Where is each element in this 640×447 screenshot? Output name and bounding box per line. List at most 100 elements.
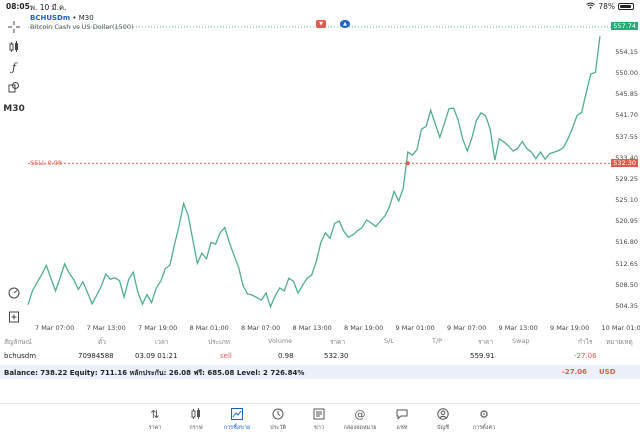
price-tick-label: 504.35 (615, 302, 638, 310)
news-icon (299, 408, 339, 422)
nav-charts[interactable]: กราฟ (176, 408, 216, 432)
nav-trade[interactable]: การซื้อขาย (217, 408, 257, 432)
sell-position-label: SELL 0.98 (30, 159, 63, 168)
price-tick-label: 537.55 (615, 132, 638, 141)
chat-icon (382, 408, 422, 422)
row-ticket: 70984588 (78, 352, 114, 360)
header-ticket: ตั๋ว (98, 338, 106, 346)
row-open-price: 532.30 (324, 352, 349, 360)
nav-account[interactable]: บัญชี (423, 408, 463, 432)
row-symbol: bchusdm (4, 352, 37, 360)
row-volume: 0.98 (278, 352, 294, 360)
position-row[interactable]: bchusdm 70984588 03.09 01:21 sell 0.98 5… (0, 349, 640, 363)
current-price-badge: 557.74 (611, 22, 638, 30)
sell-quick-button[interactable]: ▼ (316, 20, 326, 28)
header-type: ประเภท (208, 338, 230, 346)
price-tick-label: 545.85 (615, 90, 638, 99)
price-series-line (27, 36, 601, 309)
header-price: ราคา (330, 338, 346, 346)
time-tick-label: 7 Mar 13:00 (86, 324, 126, 332)
speed-gauge-icon[interactable] (4, 284, 24, 302)
row-profit: -27.06 (574, 352, 597, 360)
header-tp: T/P (432, 337, 443, 345)
header-symbol: สัญลักษณ์ (4, 338, 32, 346)
battery-percent: 78% (598, 2, 615, 11)
crosshair-icon[interactable] (4, 18, 24, 36)
time-tick-label: 9 Mar 01:00 (395, 324, 435, 332)
date: พ. 10 มี.ค. (30, 3, 67, 12)
sell-price-badge: 532.30 (611, 159, 638, 168)
battery-icon (618, 3, 634, 10)
header-volume: Volume (268, 337, 293, 345)
time-tick-label: 7 Mar 07:00 (35, 324, 75, 332)
currency: USD (599, 368, 616, 376)
nav-history-label: ประวัติ (269, 425, 287, 431)
objects-icon[interactable] (4, 78, 24, 96)
header-sl: S/L (384, 337, 394, 345)
chart-title: BCHUSDm • M30 (30, 14, 94, 22)
price-tick-label: 508.50 (615, 280, 638, 289)
bottom-navigation: ⇅ ราคา กราฟ การซื้อขาย ประวัติ ข่าว @ กล… (0, 403, 640, 447)
time-tick-label: 10 Mar 01:00 (601, 324, 640, 332)
header-profit: กำไร (578, 338, 593, 346)
sell-entry-marker (405, 161, 410, 166)
price-tick-label: 550.00 (615, 68, 638, 77)
candles-icon (176, 408, 216, 422)
time-tick-label: 9 Mar 19:00 (550, 324, 590, 332)
status-bar: 08:05 พ. 10 มี.ค. 78% (0, 0, 640, 14)
nav-chat-label: แชท (396, 425, 408, 431)
price-tick-label: 512.65 (615, 259, 638, 268)
nav-trade-label: การซื้อขาย (223, 425, 251, 431)
price-tick-label: 533.40 (615, 153, 638, 162)
clock: 08:05 (6, 2, 30, 11)
time-tick-label: 8 Mar 01:00 (189, 324, 229, 332)
nav-history[interactable]: ประวัติ (258, 408, 298, 432)
time-tick-label: 7 Mar 19:00 (138, 324, 178, 332)
nav-news[interactable]: ข่าว (299, 408, 339, 432)
time-tick-label: 9 Mar 13:00 (498, 324, 538, 332)
price-tick-label: 516.80 (615, 238, 638, 247)
wifi-icon (586, 2, 596, 11)
nav-quotes-label: ราคา (148, 425, 162, 431)
indicators-icon[interactable] (4, 38, 24, 56)
nav-mailbox[interactable]: @ กล่องจดหมาย (340, 408, 380, 432)
header-swap: Swap (512, 337, 530, 345)
price-tick-label: 525.10 (615, 196, 638, 205)
header-current-price: ราคา (478, 338, 494, 346)
positions-header: สัญลักษณ์ ตั๋ว เวลา ประเภท Volume ราคา S… (0, 334, 640, 348)
chart-toolbar: ƒ M30 (0, 14, 28, 332)
new-order-icon[interactable] (4, 308, 24, 326)
header-comment: หมายเหตุ (606, 338, 633, 346)
time-tick-label: 8 Mar 19:00 (344, 324, 384, 332)
header-time: เวลา (155, 338, 169, 346)
timeframe-button[interactable]: M30 (3, 104, 25, 114)
battery-level (620, 5, 631, 8)
account-balance-bar: Balance: 738.22 Equity: 711.16 หลักประกั… (0, 365, 640, 379)
nav-mailbox-label: กล่องจดหมาย (343, 425, 377, 431)
balance-summary: Balance: 738.22 Equity: 711.16 หลักประกั… (4, 369, 305, 377)
price-tick-label: 541.70 (615, 111, 638, 120)
buy-quick-button[interactable]: ▲ (340, 20, 350, 28)
nav-settings[interactable]: ⚙ การตั้งค่า (464, 408, 504, 432)
total-profit: -27.06 (562, 368, 588, 376)
price-tick-label: 529.25 (615, 174, 638, 183)
trade-chart-icon (217, 408, 257, 422)
chart-subtitle: Bitcoin Cash vs US Dollar(1500) (30, 23, 134, 31)
row-time: 03.09 01:21 (135, 352, 178, 360)
function-icon[interactable]: ƒ (11, 60, 17, 74)
nav-settings-label: การตั้งค่า (472, 425, 496, 431)
nav-chat[interactable]: แชท (382, 408, 422, 432)
mailbox-icon: @ (354, 408, 366, 421)
chart-timeframe: • M30 (70, 14, 94, 22)
nav-charts-label: กราฟ (189, 425, 203, 431)
quotes-icon: ⇅ (150, 408, 160, 421)
row-type: sell (220, 352, 232, 360)
price-tick-label: 554.15 (615, 47, 638, 56)
account-icon (423, 408, 463, 422)
settings-icon: ⚙ (479, 408, 489, 421)
nav-quotes[interactable]: ⇅ ราคา (135, 408, 175, 432)
row-current-price: 559.91 (470, 352, 495, 360)
history-icon (258, 408, 298, 422)
time-tick-label: 8 Mar 07:00 (241, 324, 281, 332)
